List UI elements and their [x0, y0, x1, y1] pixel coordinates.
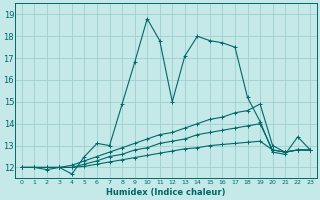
X-axis label: Humidex (Indice chaleur): Humidex (Indice chaleur)	[106, 188, 226, 197]
